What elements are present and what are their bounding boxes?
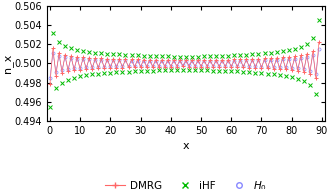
iHF xyxy=(305,43,309,45)
DMRG xyxy=(272,67,276,70)
$H_0$ xyxy=(272,66,276,68)
iHF xyxy=(48,105,52,108)
$H_0$ xyxy=(130,60,134,62)
$H_0$ xyxy=(305,56,309,58)
DMRG xyxy=(84,68,88,70)
$H_0$ xyxy=(235,65,239,67)
Line: DMRG: DMRG xyxy=(48,40,321,87)
iHF xyxy=(235,70,239,73)
DMRG xyxy=(317,41,321,43)
iHF xyxy=(317,19,321,21)
DMRG xyxy=(235,66,239,68)
$H_0$ xyxy=(48,77,52,79)
DMRG xyxy=(130,58,134,60)
$H_0$ xyxy=(317,48,321,50)
$H_0$ xyxy=(278,66,282,68)
Line: iHF: iHF xyxy=(48,18,321,108)
Line: $H_0$: $H_0$ xyxy=(48,47,321,79)
Y-axis label: n_x: n_x xyxy=(3,54,13,73)
iHF xyxy=(84,74,88,76)
iHF xyxy=(130,54,134,56)
iHF xyxy=(278,74,282,76)
X-axis label: x: x xyxy=(183,141,189,151)
DMRG xyxy=(305,53,309,55)
DMRG xyxy=(48,83,52,86)
$H_0$ xyxy=(84,66,88,68)
iHF xyxy=(272,73,276,75)
Legend: DMRG, iHF, $H_0$: DMRG, iHF, $H_0$ xyxy=(100,175,271,189)
DMRG xyxy=(278,68,282,70)
